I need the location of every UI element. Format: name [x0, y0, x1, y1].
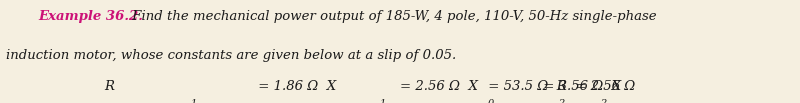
Text: R: R	[104, 80, 114, 93]
Text: Find the mechanical power output of 185-W, 4 pole, 110-V, 50-Hz single-phase: Find the mechanical power output of 185-…	[128, 10, 657, 23]
Text: = 53.5 Ω  R: = 53.5 Ω R	[484, 80, 567, 93]
Text: 2: 2	[600, 99, 606, 103]
Text: = 3.56 Ω  X: = 3.56 Ω X	[538, 80, 621, 93]
Text: Example 36.2.: Example 36.2.	[38, 10, 143, 23]
Text: induction motor, whose constants are given below at a slip of 0.05.: induction motor, whose constants are giv…	[6, 49, 457, 62]
Text: 1: 1	[190, 99, 197, 103]
Text: 1: 1	[379, 99, 385, 103]
Text: = 2.56 Ω  X: = 2.56 Ω X	[400, 80, 478, 93]
Text: 2: 2	[558, 99, 564, 103]
Text: = 2.56 Ω: = 2.56 Ω	[571, 80, 635, 93]
Text: 0: 0	[488, 99, 494, 103]
Text: = 1.86 Ω  X: = 1.86 Ω X	[254, 80, 336, 93]
